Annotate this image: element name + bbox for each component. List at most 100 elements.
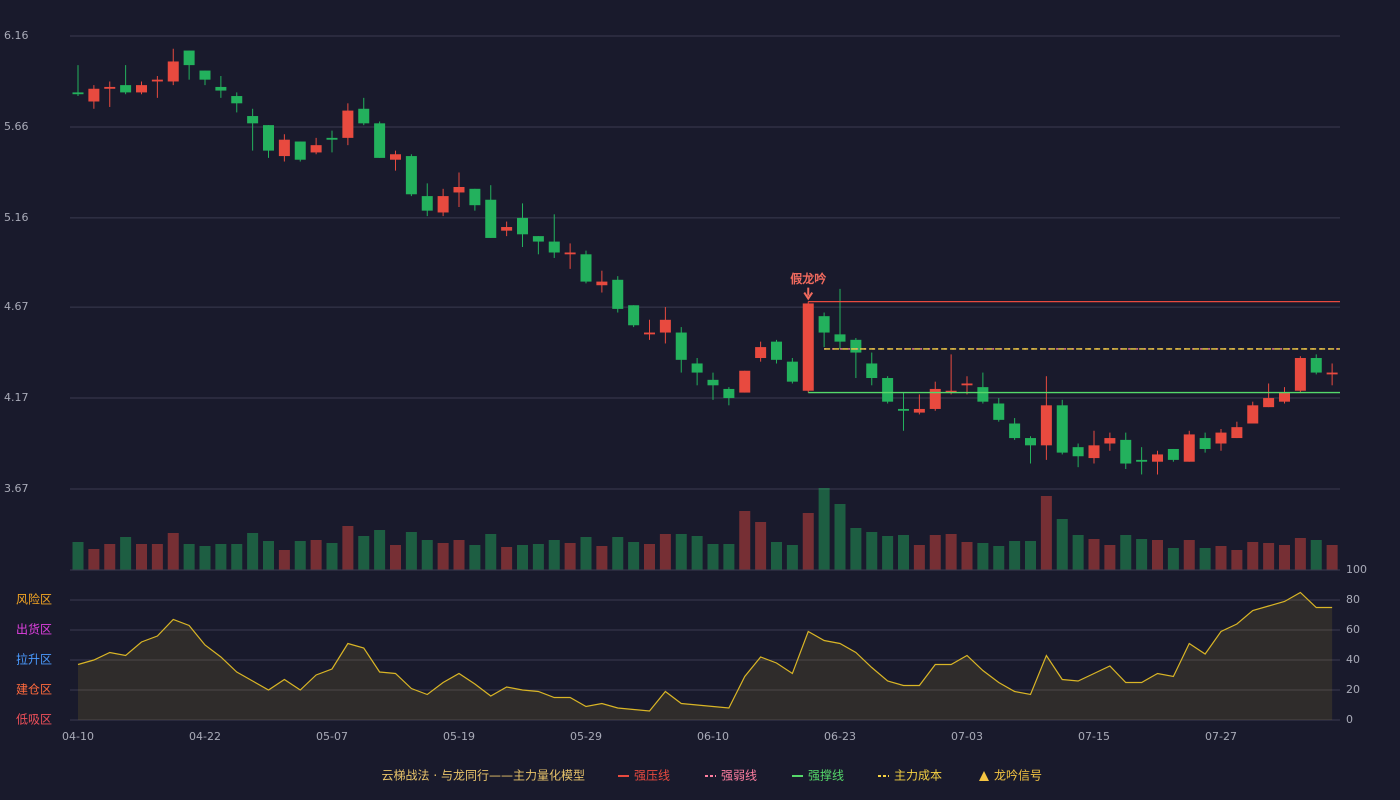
- volume-bar: [818, 488, 830, 570]
- volume-bar: [675, 534, 687, 570]
- y2-tick-label: 60: [1346, 623, 1360, 636]
- candle-body: [850, 339, 862, 353]
- volume-bar: [405, 532, 417, 570]
- candle-body: [390, 154, 401, 160]
- candle-body: [723, 388, 735, 399]
- volume-bar: [961, 542, 973, 570]
- x-tick-label: 07-03: [951, 730, 983, 743]
- candle-body: [167, 61, 179, 82]
- x-tick-label: 06-23: [824, 730, 856, 743]
- volume-bar: [247, 533, 259, 570]
- candle-body: [898, 408, 909, 411]
- volume-bar: [739, 511, 751, 570]
- candle-body: [120, 85, 132, 93]
- volume-bar: [1294, 538, 1306, 570]
- volume-bar: [850, 528, 862, 570]
- legend-swatch: [979, 771, 989, 781]
- volume-bar: [1167, 548, 1179, 570]
- volume-bar: [771, 542, 782, 570]
- volume-bar: [215, 544, 227, 570]
- candle-body: [1263, 398, 1275, 408]
- candle-body: [580, 254, 592, 282]
- candle-body: [612, 279, 624, 309]
- volume-bar: [1120, 535, 1132, 570]
- legend-label: 强弱线: [721, 769, 757, 783]
- volume-bar: [421, 540, 433, 570]
- legend-label: 主力成本: [894, 769, 942, 783]
- candle-body: [104, 86, 116, 89]
- volume-bar: [898, 535, 909, 570]
- candle-body: [294, 141, 306, 160]
- volume-bar: [1104, 545, 1116, 570]
- legend-label: 龙吟信号: [994, 768, 1042, 783]
- candle-body: [1056, 405, 1068, 453]
- y2-tick-label: 0: [1346, 713, 1353, 726]
- candle-body: [199, 70, 211, 80]
- volume-bar: [294, 541, 306, 570]
- volume-bar: [326, 543, 338, 570]
- volume-bar: [659, 534, 671, 570]
- candle-body: [691, 363, 703, 373]
- volume-bar: [1310, 540, 1322, 570]
- candle-body: [453, 187, 465, 193]
- candle-body: [1104, 438, 1116, 444]
- annotation-arrow: [803, 287, 814, 301]
- candle-body: [183, 50, 195, 66]
- volume-bar: [913, 545, 925, 570]
- volume-bar: [358, 536, 370, 570]
- candle-body: [1231, 427, 1243, 439]
- volume-bar: [136, 544, 147, 570]
- candle-body: [628, 305, 640, 326]
- zone-label: 出货区: [16, 622, 52, 637]
- volume-bar: [596, 546, 608, 570]
- volume-bar: [1009, 541, 1021, 570]
- volume-bar: [120, 537, 132, 570]
- zone-label: 建仓区: [16, 683, 52, 697]
- volume-bar: [1136, 539, 1148, 570]
- volume-bar: [993, 546, 1005, 570]
- y-tick-label: 5.16: [4, 211, 29, 224]
- zone-label: 低吸区: [16, 713, 52, 727]
- volume-bar: [342, 526, 354, 570]
- volume-bar: [263, 541, 274, 570]
- candle-body: [564, 252, 576, 255]
- candle-body: [1199, 438, 1211, 449]
- candle-body: [278, 139, 290, 157]
- candle-body: [548, 241, 560, 253]
- volume-bar: [1231, 550, 1243, 570]
- x-tick-label: 05-29: [570, 730, 602, 743]
- y2-tick-label: 40: [1346, 653, 1360, 666]
- candle-body: [437, 196, 449, 213]
- volume-bar: [1088, 539, 1100, 570]
- volume-bar: [580, 537, 592, 570]
- volume-bar: [183, 544, 195, 570]
- x-tick-label: 05-07: [316, 730, 348, 743]
- candle-body: [421, 196, 433, 211]
- candle-body: [532, 236, 544, 242]
- candle-body: [374, 123, 386, 158]
- volume-bar: [151, 544, 163, 570]
- candle-body: [263, 125, 274, 151]
- candle-body: [231, 96, 243, 104]
- x-tick-label: 05-19: [443, 730, 475, 743]
- candle-body: [1310, 358, 1322, 373]
- volume-bar: [374, 530, 386, 570]
- candle-body: [786, 361, 798, 382]
- candle-body: [739, 370, 751, 393]
- x-tick-label: 06-10: [697, 730, 729, 743]
- volume-bar: [1215, 546, 1227, 570]
- candle-body: [405, 156, 417, 195]
- candle-body: [818, 316, 830, 333]
- candle-body: [929, 388, 941, 409]
- volume-bar: [1072, 535, 1084, 570]
- volume-bar: [755, 522, 767, 570]
- volume-bar: [707, 544, 719, 570]
- volume-bar: [1040, 496, 1052, 570]
- volume-bar: [1199, 548, 1211, 570]
- volume-bar: [532, 544, 544, 570]
- candle-body: [675, 332, 687, 360]
- candle-body: [517, 217, 528, 235]
- candle-body: [358, 108, 370, 124]
